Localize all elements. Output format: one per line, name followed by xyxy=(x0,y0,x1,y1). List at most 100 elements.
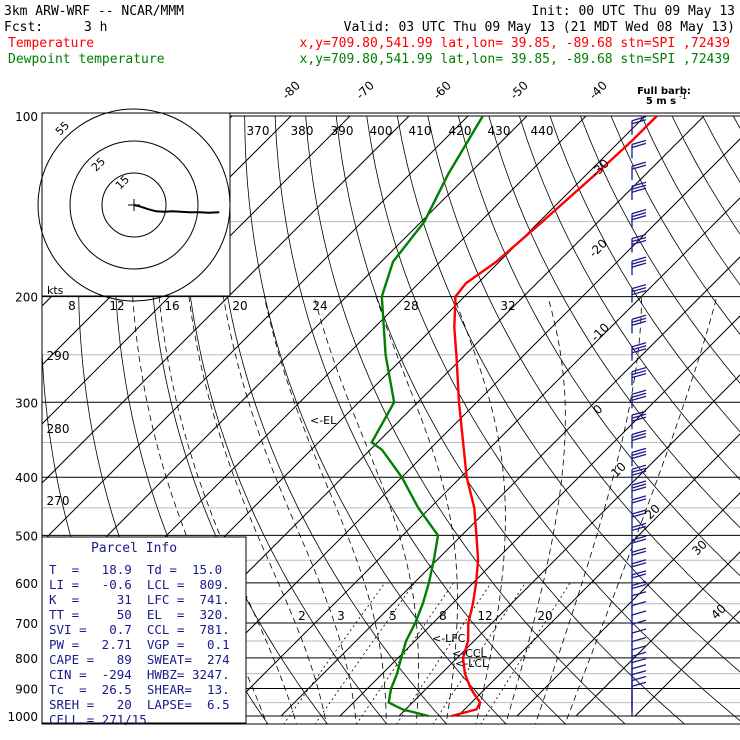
temperature-location: x,y=709.80,541.99 lat,lon= 39.85, -89.68… xyxy=(300,36,730,51)
mixing-ratio-line xyxy=(480,582,571,724)
dry-adiabat xyxy=(213,115,448,724)
wind-barb xyxy=(631,161,647,181)
parcel-info-row: PW = 2.71 VGP = 0.1 xyxy=(49,637,230,652)
dewpoint-legend: Dewpoint temperature xyxy=(8,52,165,67)
hodograph-trace xyxy=(133,204,220,214)
isotherm-label: -50 xyxy=(507,78,531,102)
dry-adiabat xyxy=(181,115,388,724)
forecast-label: Fcst: xyxy=(4,20,43,35)
isotherm-label: -10 xyxy=(588,320,612,344)
parcel-info-row: CAPE = 89 SWEAT= 274 xyxy=(49,652,230,667)
temperature-profile xyxy=(451,115,658,718)
hodograph-speed-label: 20 xyxy=(232,299,247,313)
wind-barb xyxy=(631,314,647,334)
plot-frame xyxy=(41,112,740,725)
theta-label: 430 xyxy=(488,124,511,138)
parcel-info-row: TT = 50 EL = 320. xyxy=(49,607,230,622)
theta-label: 400 xyxy=(370,124,393,138)
pressure-tick-label: 200 xyxy=(15,291,38,305)
mixing-ratio-label: 8 xyxy=(439,609,447,623)
dry-adiabat xyxy=(549,115,740,433)
isotherm xyxy=(575,551,740,717)
parcel-info-row: CELL = 271/15 xyxy=(49,712,147,727)
wind-barb xyxy=(631,600,647,620)
wind-barb xyxy=(631,681,647,701)
theta-label: 280 xyxy=(47,422,70,436)
wind-barbs xyxy=(631,116,647,717)
dry-adiabat xyxy=(610,115,740,335)
isotherm xyxy=(221,197,740,717)
pressure-tick-label: 300 xyxy=(15,396,38,410)
level-marker-ccl: <-CCL xyxy=(452,647,488,660)
parcel-info-row: SVI = 0.7 CCL = 781. xyxy=(49,622,230,637)
parcel-info-frame xyxy=(41,536,247,724)
wind-barb xyxy=(631,495,647,514)
hodograph-speed-label: 24 xyxy=(312,299,327,313)
level-marker-el: <-EL xyxy=(310,414,337,427)
mixing-ratio-line xyxy=(283,582,386,724)
mixing-ratio-line xyxy=(314,582,415,724)
wind-barb xyxy=(631,610,647,630)
theta-label: 420 xyxy=(449,124,472,138)
level-marker-lcl: <-LCL xyxy=(455,657,489,670)
dry-adiabat xyxy=(274,115,567,724)
parcel-info-panel: Parcel Info T = 18.9 Td = 15.0LI = -0.6 … xyxy=(41,536,247,727)
dry-adiabat xyxy=(335,115,686,724)
hodograph-ring xyxy=(69,140,199,270)
dry-adiabat xyxy=(580,115,740,384)
isotherm xyxy=(162,138,740,717)
hodograph-ring xyxy=(101,172,167,238)
parcel-info-row: LI = -0.6 LCL = 809. xyxy=(49,577,230,592)
wind-barb xyxy=(631,389,647,409)
forecast-hour: 3 h xyxy=(84,20,107,35)
model-title: 3km ARW-WRF -- NCAR/MMM xyxy=(4,4,184,19)
barb-legend-exponent: -1 xyxy=(679,92,687,101)
dry-adiabat xyxy=(244,115,507,724)
mixing-ratio-line xyxy=(396,582,492,724)
isotherm-label: -20 xyxy=(586,236,610,260)
isotherm xyxy=(634,610,740,717)
parcel-info-row: Tc = 26.5 SHEAR= 13. xyxy=(49,682,230,697)
moist-adiabat xyxy=(534,296,642,724)
pressure-tick-label: 800 xyxy=(15,652,38,666)
isotherm xyxy=(42,115,351,425)
dewpoint-profile xyxy=(370,115,484,718)
parcel-info-row: T = 18.9 Td = 15.0 xyxy=(49,562,222,577)
pressure-tick-label: 600 xyxy=(15,577,38,591)
wind-barb xyxy=(631,116,647,135)
dry-adiabat xyxy=(488,115,740,529)
dry-adiabat xyxy=(366,115,740,722)
dry-adiabat xyxy=(396,115,740,673)
isotherm-label: -60 xyxy=(430,78,454,102)
wind-barb xyxy=(631,464,647,484)
isotherm xyxy=(280,256,740,717)
parcel-info-row: K = 31 LFC = 741. xyxy=(49,592,230,607)
wind-barb xyxy=(631,429,647,449)
isotherm-label: 20 xyxy=(642,501,663,522)
moist-adiabat xyxy=(375,296,458,724)
isotherm xyxy=(457,433,740,717)
mixing-ratio-label: 5 xyxy=(389,609,397,623)
pressure-tick-label: 100 xyxy=(15,110,38,124)
isotherm xyxy=(42,115,410,484)
wind-barb xyxy=(631,410,647,430)
isotherm-label: 0 xyxy=(590,402,605,417)
isotherm xyxy=(42,115,469,543)
wind-barb xyxy=(631,342,647,361)
barb-legend-line1: Full barb: xyxy=(637,86,691,97)
moist-adiabat xyxy=(263,296,387,724)
wind-barb xyxy=(631,366,647,386)
theta-label: 370 xyxy=(247,124,270,138)
dry-adiabat xyxy=(732,115,740,129)
moist-adiabat xyxy=(313,296,419,724)
theta-label: 410 xyxy=(409,124,432,138)
parcel-info-row: SREH = 20 LAPSE= 6.5 xyxy=(49,697,230,712)
moist-adiabat xyxy=(188,296,327,724)
wind-barb xyxy=(631,522,647,542)
dry-adiabat xyxy=(641,115,740,286)
theta-label: 290 xyxy=(47,349,70,363)
wind-barb xyxy=(631,580,647,600)
valid-time: Valid: 03 UTC Thu 09 May 13 (21 MDT Wed … xyxy=(344,20,735,35)
hodograph-speed-label: 28 xyxy=(403,299,418,313)
